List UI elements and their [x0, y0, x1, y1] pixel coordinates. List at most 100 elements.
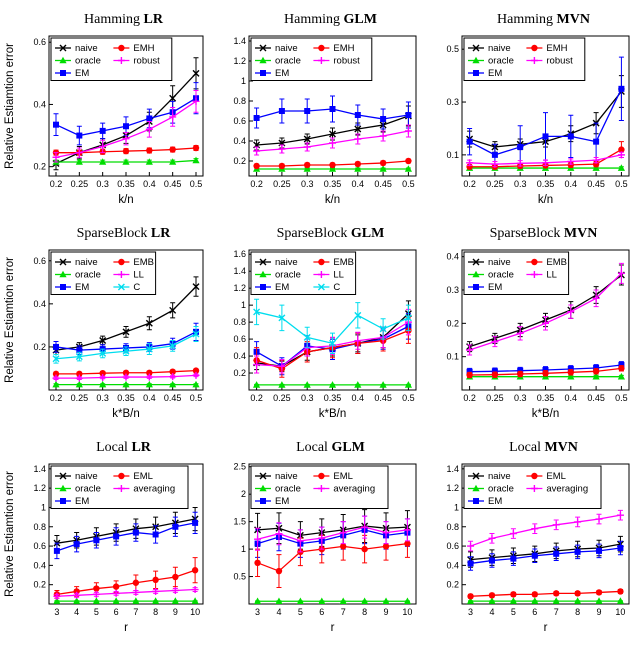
svg-text:10: 10: [402, 607, 412, 617]
svg-text:7: 7: [133, 607, 138, 617]
svg-text:3: 3: [468, 607, 473, 617]
plot-cell-hamming-glm: Hamming GLM 0.2 0.25 0.3 0.35 0.4 0.45 0.5 0.2 0…: [213, 10, 426, 216]
svg-text:EML: EML: [133, 471, 153, 482]
svg-text:0.3: 0.3: [96, 179, 109, 189]
svg-text:0.6: 0.6: [446, 541, 459, 551]
svg-text:7: 7: [554, 607, 559, 617]
svg-text:robust: robust: [546, 56, 573, 67]
svg-text:6: 6: [114, 607, 119, 617]
plot-title-local-lr: Local LR: [62, 438, 151, 458]
svg-text:0.45: 0.45: [374, 179, 392, 189]
title-model: GLM: [331, 440, 365, 455]
svg-text:2.5: 2.5: [233, 462, 246, 472]
plot-cell-sparseblock-glm: SparseBlock GLM 0.2 0.25 0.3 0.35 0.4 0.45 0.5…: [213, 224, 426, 430]
plot-cell-sparseblock-mvn: SparseBlock MVN 0.2 0.25 0.3 0.35 0.4 0.45 0.5…: [426, 224, 639, 430]
svg-text:7: 7: [341, 607, 346, 617]
plot-local-lr: 3 4 5 6 7 8 9 10 0.2 0.4 0.6 0.8 1 1.2 1.4 r Relative Es…: [4, 463, 204, 634]
plot-sparseblock-glm: 0.2 0.25 0.3 0.35 0.4 0.45 0.5 0.2 0.4 0.6 0.8 1 1.2…: [233, 249, 417, 420]
svg-text:0.3: 0.3: [446, 97, 459, 107]
plot-title-sparseblock-lr: SparseBlock LR: [43, 224, 171, 244]
plot-title-sparseblock-mvn: SparseBlock MVN: [468, 224, 598, 244]
svg-text:EM: EM: [488, 496, 502, 507]
svg-text:0.2: 0.2: [50, 393, 63, 403]
svg-text:LL: LL: [546, 270, 557, 281]
svg-text:0.3: 0.3: [514, 393, 527, 403]
svg-text:EMH: EMH: [546, 43, 567, 54]
svg-text:0.5: 0.5: [233, 572, 246, 582]
svg-text:8: 8: [575, 607, 580, 617]
svg-text:1: 1: [241, 76, 246, 86]
svg-text:r: r: [124, 622, 128, 634]
figure-grid: Hamming LR 0.2 0.25 0.3 0.35 0.4 0.45 0.5 0.2 0.…: [0, 10, 639, 634]
svg-text:oracle: oracle: [275, 270, 301, 281]
svg-text:0.4: 0.4: [352, 179, 365, 189]
svg-text:1.4: 1.4: [233, 36, 246, 46]
svg-text:naive: naive: [275, 471, 298, 482]
svg-text:4: 4: [489, 607, 494, 617]
svg-text:Relative Estiamtion error: Relative Estiamtion error: [4, 471, 16, 597]
svg-text:0.5: 0.5: [615, 393, 628, 403]
svg-text:EMH: EMH: [133, 43, 154, 54]
svg-text:0.4: 0.4: [565, 393, 578, 403]
svg-text:0.4: 0.4: [143, 393, 156, 403]
svg-text:0.2: 0.2: [446, 580, 459, 590]
svg-text:0.4: 0.4: [143, 179, 156, 189]
plot-title-hamming-lr: Hamming LR: [50, 10, 163, 30]
svg-text:EM: EM: [75, 282, 89, 293]
plot-title-hamming-mvn: Hamming MVN: [475, 10, 590, 30]
svg-text:1.2: 1.2: [233, 283, 246, 293]
svg-text:oracle: oracle: [275, 56, 301, 67]
svg-text:LL: LL: [133, 270, 144, 281]
svg-text:EM: EM: [488, 282, 502, 293]
svg-text:EML: EML: [546, 471, 566, 482]
svg-text:5: 5: [298, 607, 303, 617]
svg-text:1: 1: [241, 300, 246, 310]
svg-text:0.25: 0.25: [273, 393, 291, 403]
svg-text:0.35: 0.35: [324, 179, 342, 189]
svg-text:1: 1: [41, 502, 46, 512]
svg-text:0.8: 0.8: [233, 96, 246, 106]
svg-text:1.5: 1.5: [233, 517, 246, 527]
svg-text:naive: naive: [488, 43, 511, 54]
svg-text:0.45: 0.45: [587, 393, 605, 403]
svg-text:0.4: 0.4: [33, 560, 46, 570]
svg-text:0.3: 0.3: [446, 285, 459, 295]
svg-text:C: C: [333, 282, 340, 293]
svg-text:0.45: 0.45: [164, 179, 182, 189]
svg-text:0.2: 0.2: [33, 162, 46, 172]
svg-text:0.35: 0.35: [537, 393, 555, 403]
title-model: GLM: [350, 226, 385, 241]
svg-text:0.2: 0.2: [50, 179, 63, 189]
svg-text:0.2: 0.2: [233, 368, 246, 378]
title-model: LR: [131, 440, 151, 455]
svg-text:0.2: 0.2: [33, 342, 46, 352]
svg-text:0.4: 0.4: [446, 252, 459, 262]
plot-title-hamming-glm: Hamming GLM: [262, 10, 377, 30]
plot-hamming-mvn: 0.2 0.25 0.3 0.35 0.4 0.45 0.5 0.1 0.3 0.5 k/n naiv…: [446, 35, 630, 206]
plot-hamming-lr: 0.2 0.25 0.3 0.35 0.4 0.45 0.5 0.2 0.4 0.6 k/n Rela…: [4, 35, 204, 206]
plot-local-mvn: 3 4 5 6 7 8 9 10 0.2 0.4 0.6 0.8 1 1.2 1.4 r naive oracle…: [446, 463, 630, 634]
plot-sparseblock-lr: 0.2 0.25 0.3 0.35 0.4 0.45 0.5 0.2 0.4 0.6 k*B/n Re…: [4, 249, 204, 420]
svg-text:naive: naive: [75, 43, 98, 54]
title-model: GLM: [343, 12, 377, 27]
svg-text:C: C: [133, 282, 140, 293]
svg-text:0.45: 0.45: [164, 393, 182, 403]
svg-text:9: 9: [173, 607, 178, 617]
svg-text:8: 8: [362, 607, 367, 617]
svg-text:1.6: 1.6: [233, 249, 246, 259]
plot-cell-hamming-lr: Hamming LR 0.2 0.25 0.3 0.35 0.4 0.45 0.5 0.2 0.…: [0, 10, 213, 216]
svg-text:0.3: 0.3: [301, 393, 314, 403]
svg-text:0.1: 0.1: [446, 150, 459, 160]
svg-text:oracle: oracle: [75, 484, 101, 495]
svg-text:0.8: 0.8: [233, 317, 246, 327]
svg-text:0.2: 0.2: [463, 393, 476, 403]
svg-text:0.5: 0.5: [190, 393, 203, 403]
title-model: MVN: [556, 12, 590, 27]
svg-text:0.5: 0.5: [446, 44, 459, 54]
svg-text:0.4: 0.4: [446, 560, 459, 570]
title-prefix: Hamming: [84, 12, 141, 27]
svg-text:0.2: 0.2: [233, 156, 246, 166]
svg-text:0.6: 0.6: [33, 541, 46, 551]
title-model: LR: [143, 12, 163, 27]
